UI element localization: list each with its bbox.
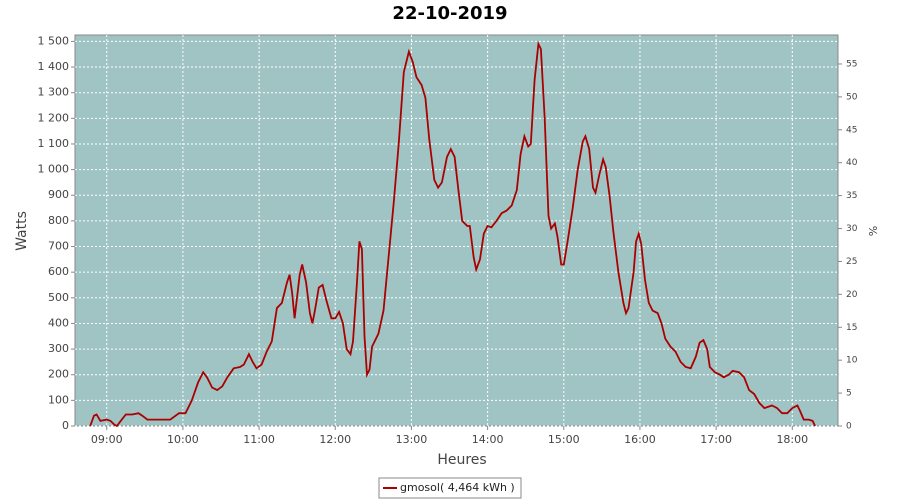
x-tick-label: 15:00 (548, 433, 580, 446)
x-tick-label: 17:00 (700, 433, 732, 446)
y-tick-label: 900 (48, 188, 69, 201)
x-tick-label: 16:00 (624, 433, 656, 446)
plot-area (74, 34, 839, 427)
y2-tick-label: 0 (846, 422, 852, 432)
x-tick-label: 09:00 (91, 433, 123, 446)
y2-tick-label: 45 (846, 125, 857, 135)
legend-label: gmosol( 4,464 kWh ) (400, 481, 515, 494)
y-tick-label: 0 (62, 419, 69, 432)
y2-tick-label: 50 (846, 92, 858, 102)
y-tick-label: 500 (48, 291, 69, 304)
y-tick-label: 400 (48, 316, 69, 329)
x-tick-label: 10:00 (167, 433, 199, 446)
y2-tick-label: 10 (846, 356, 858, 366)
y-tick-label: 1 500 (38, 34, 70, 47)
y-tick-label: 1 000 (38, 163, 70, 176)
x-tick-label: 12:00 (319, 433, 351, 446)
legend-box (378, 477, 522, 499)
y-tick-label: 100 (48, 393, 69, 406)
y-tick-label: 1 300 (38, 86, 70, 99)
y-tick-label: 1 200 (38, 111, 70, 124)
y-tick-label: 700 (48, 240, 69, 253)
chart-title: 22-10-2019 (392, 3, 507, 24)
y2-tick-label: 55 (846, 59, 857, 69)
y-tick-label: 300 (48, 342, 69, 355)
y2-axis-label: % (866, 226, 879, 236)
y-tick-label: 1 100 (38, 137, 70, 150)
y2-tick-label: 40 (846, 158, 858, 168)
x-tick-label: 13:00 (396, 433, 428, 446)
y-tick-label: 600 (48, 265, 69, 278)
x-tick-label: 18:00 (776, 433, 808, 446)
y-tick-label: 200 (48, 368, 69, 381)
y2-tick-label: 25 (846, 257, 857, 267)
y2-tick-label: 15 (846, 323, 857, 333)
y2-tick-label: 35 (846, 191, 857, 201)
y-tick-label: 1 400 (38, 60, 70, 73)
y2-tick-label: 5 (846, 389, 852, 399)
x-tick-label: 14:00 (472, 433, 504, 446)
y-axis-label: Watts (14, 211, 30, 251)
x-tick-label: 11:00 (243, 433, 275, 446)
y-tick-label: 800 (48, 214, 69, 227)
x-axis-label: Heures (437, 452, 486, 468)
y2-tick-label: 30 (846, 224, 858, 234)
y2-tick-label: 20 (846, 290, 858, 300)
line-series (89, 40, 816, 428)
